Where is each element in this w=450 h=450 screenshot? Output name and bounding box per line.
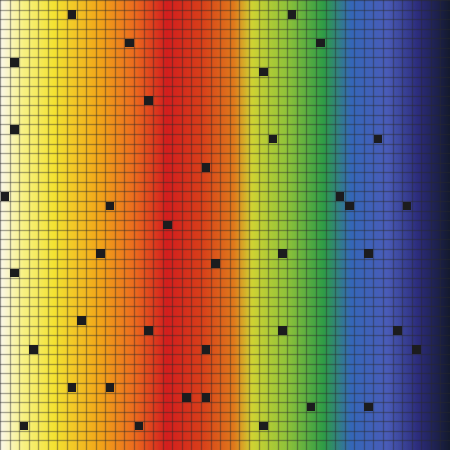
dark-tile — [182, 393, 191, 402]
dark-tile — [393, 326, 402, 335]
dark-tile — [144, 96, 153, 105]
dark-tile — [201, 163, 211, 172]
dark-tile — [67, 10, 77, 19]
dark-tile — [364, 249, 373, 258]
dark-tile — [10, 57, 19, 67]
dark-tile — [134, 421, 144, 431]
dark-tile — [163, 220, 172, 230]
dark-tile — [278, 326, 287, 335]
dark-tile — [402, 201, 412, 211]
dark-tile — [124, 38, 134, 48]
dark-tile — [278, 249, 287, 258]
dark-tile — [144, 326, 153, 335]
dark-tile — [201, 345, 211, 354]
dark-tile — [412, 345, 421, 354]
dark-tile — [364, 402, 373, 412]
dark-tile — [10, 268, 19, 278]
dark-tile — [105, 201, 115, 211]
dark-tile — [287, 10, 297, 19]
dark-tile — [316, 38, 326, 48]
dark-tile — [96, 249, 105, 258]
dark-tile — [345, 201, 354, 211]
dark-tile — [306, 402, 316, 412]
dark-tile — [259, 67, 268, 77]
dark-tile — [0, 191, 10, 201]
dark-tile — [10, 124, 19, 134]
dark-tile — [77, 316, 86, 326]
dark-tile — [268, 134, 278, 144]
dark-tile — [259, 421, 268, 431]
dark-tile — [335, 191, 345, 201]
dark-tile — [29, 345, 38, 354]
dark-tile — [19, 421, 29, 431]
dark-tile — [105, 383, 115, 393]
dark-tile — [211, 259, 220, 268]
dark-tile — [201, 393, 211, 402]
dark-tile — [67, 383, 77, 393]
dark-tile — [373, 134, 383, 144]
